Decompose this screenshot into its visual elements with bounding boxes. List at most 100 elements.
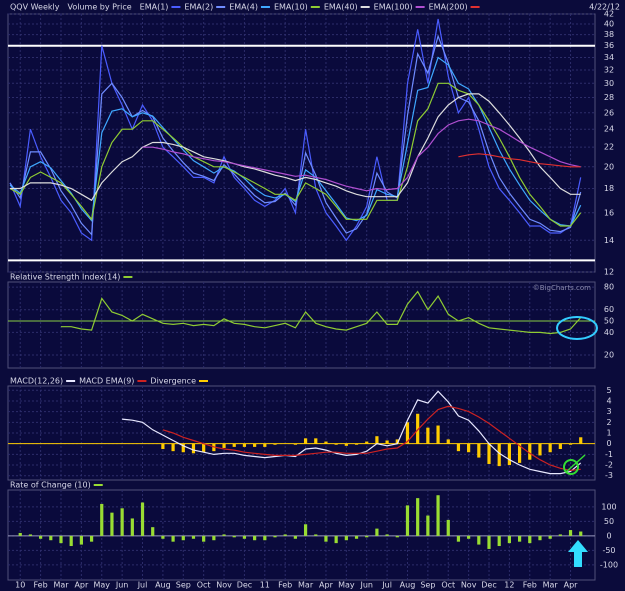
- bar: [487, 443, 491, 464]
- bar: [110, 512, 114, 536]
- chart-date: 4/22/12: [589, 3, 620, 12]
- bar: [436, 495, 440, 536]
- x-tick-label: Aug: [155, 581, 171, 590]
- y-tick-label: 42: [604, 10, 614, 19]
- bar: [232, 535, 236, 538]
- legend-label: EMA(2): [184, 3, 213, 12]
- series-line: [458, 153, 581, 168]
- y-tick-label: -50: [602, 546, 615, 555]
- y-tick-label: 40: [604, 328, 614, 337]
- y-tick-label: 100: [601, 502, 616, 511]
- x-tick-label: Jul: [381, 581, 392, 590]
- legend-label: EMA(4): [229, 3, 258, 12]
- bar: [181, 535, 185, 541]
- bar: [79, 535, 83, 545]
- y-tick-label: 34: [604, 53, 614, 62]
- bar: [558, 534, 562, 536]
- legend-label: MACD(12,26): [10, 377, 63, 386]
- x-tick-label: Feb: [278, 581, 292, 590]
- bar: [303, 438, 308, 444]
- series-line: [9, 56, 582, 227]
- series-line: [61, 290, 582, 335]
- bar: [436, 425, 440, 444]
- bar: [161, 443, 165, 450]
- bar: [324, 441, 328, 444]
- bar: [517, 443, 522, 463]
- bar: [467, 535, 471, 539]
- bar: [507, 535, 511, 544]
- x-tick-label: 11: [260, 581, 270, 590]
- x-tick-label: Nov: [216, 581, 232, 590]
- x-tick-label: Apr: [74, 581, 89, 590]
- watermark: ©BigCharts.com: [533, 284, 591, 292]
- series-line: [122, 390, 582, 475]
- x-tick-label: 10: [15, 581, 25, 590]
- y-tick-label: -2: [605, 461, 613, 470]
- x-tick-label: Mar: [298, 581, 314, 590]
- bar: [253, 443, 257, 447]
- bar: [497, 443, 501, 467]
- bar: [303, 524, 308, 536]
- y-tick-label: 2: [606, 418, 611, 427]
- y-tick-label: 60: [604, 305, 614, 314]
- bar: [191, 535, 196, 539]
- bar: [263, 443, 267, 447]
- bar: [528, 443, 532, 460]
- bar: [416, 413, 420, 444]
- panel: [7, 281, 596, 369]
- x-tick-label: Apr: [319, 581, 334, 590]
- panel: [7, 489, 596, 581]
- bar: [263, 535, 267, 541]
- bar: [395, 439, 399, 444]
- bar: [253, 535, 257, 541]
- bar: [446, 439, 450, 444]
- bar: [467, 443, 471, 453]
- series-line: [9, 82, 582, 227]
- x-tick-label: Jun: [115, 581, 129, 590]
- bar: [222, 534, 226, 536]
- y-tick-label: 24: [604, 125, 614, 134]
- bar: [151, 527, 155, 536]
- bar: [354, 535, 359, 539]
- x-tick-label: Nov: [461, 581, 477, 590]
- y-tick-label: 5: [606, 386, 611, 395]
- legend-label: EMA(200): [429, 3, 468, 12]
- bar: [161, 535, 165, 539]
- annotations: [556, 316, 598, 567]
- y-tick-label: 1: [606, 429, 611, 438]
- bar: [477, 535, 481, 545]
- bar: [18, 532, 22, 536]
- series-line: [142, 118, 581, 192]
- bar: [273, 443, 277, 445]
- legend-label: EMA(1): [140, 3, 169, 12]
- legend-label: Divergence: [150, 377, 196, 386]
- bar: [314, 534, 318, 536]
- bar: [49, 535, 53, 541]
- bar: [477, 443, 481, 458]
- y-tick-label: 3: [606, 407, 611, 416]
- macd-highlight: [563, 459, 579, 475]
- y-tick-label: 18: [604, 184, 614, 193]
- legend-label: EMA(10): [274, 3, 308, 12]
- bar: [293, 443, 297, 445]
- x-tick-label: May: [93, 581, 110, 590]
- x-tick-label: Oct: [441, 581, 455, 590]
- bar: [426, 427, 430, 444]
- bar: [171, 535, 175, 542]
- overlay-label: Volume by Price: [67, 3, 131, 12]
- bar: [365, 535, 369, 538]
- bar: [385, 534, 389, 536]
- x-tick-label: Oct: [197, 581, 211, 590]
- bar: [446, 519, 450, 536]
- bar: [202, 443, 206, 453]
- bar: [242, 443, 247, 447]
- bar: [548, 443, 552, 453]
- bar: [405, 422, 410, 444]
- bar: [120, 508, 124, 536]
- bar: [354, 443, 359, 445]
- x-tick-label: 12: [504, 581, 514, 590]
- bar: [405, 505, 410, 536]
- y-tick-label: 30: [604, 79, 614, 88]
- legend-label: EMA(100): [374, 3, 413, 12]
